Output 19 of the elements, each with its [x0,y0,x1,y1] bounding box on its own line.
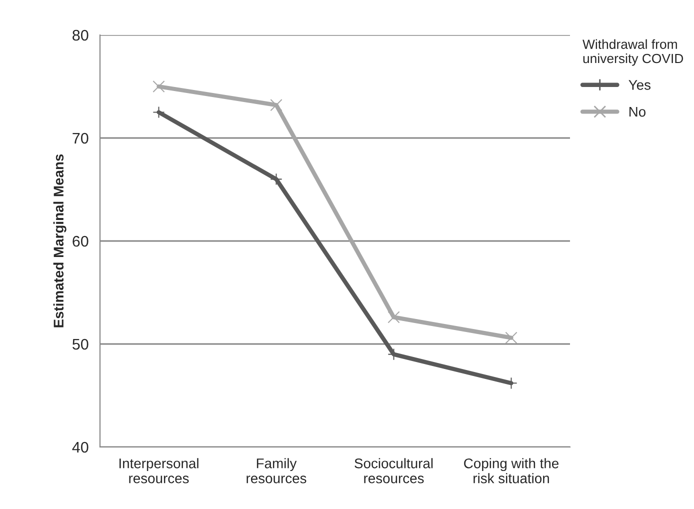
x-tick-label: Sociocultural resources [354,458,433,484]
y-tick-label: 50 [72,338,88,350]
point [270,173,282,186]
point [505,332,518,344]
x-tick-label: Coping with the risk situation [464,458,559,484]
y-tick-label: 40 [72,442,88,453]
point [152,106,165,118]
point [388,311,400,324]
legend-label: No [629,107,646,117]
y-axis-title: Estimated Marginal Means [53,154,66,328]
point [152,80,165,93]
legend-label: Yes [628,80,650,90]
y-tick-label: 60 [72,236,88,247]
y-tick-label: 80 [72,30,88,41]
point [270,98,282,112]
y-tick-label: 70 [72,132,88,144]
legend-title: Withdrawal from university COVID [582,39,684,66]
x-tick-label: Family resources [246,458,306,484]
x-tick-label: Interpersonal resources [120,458,198,484]
